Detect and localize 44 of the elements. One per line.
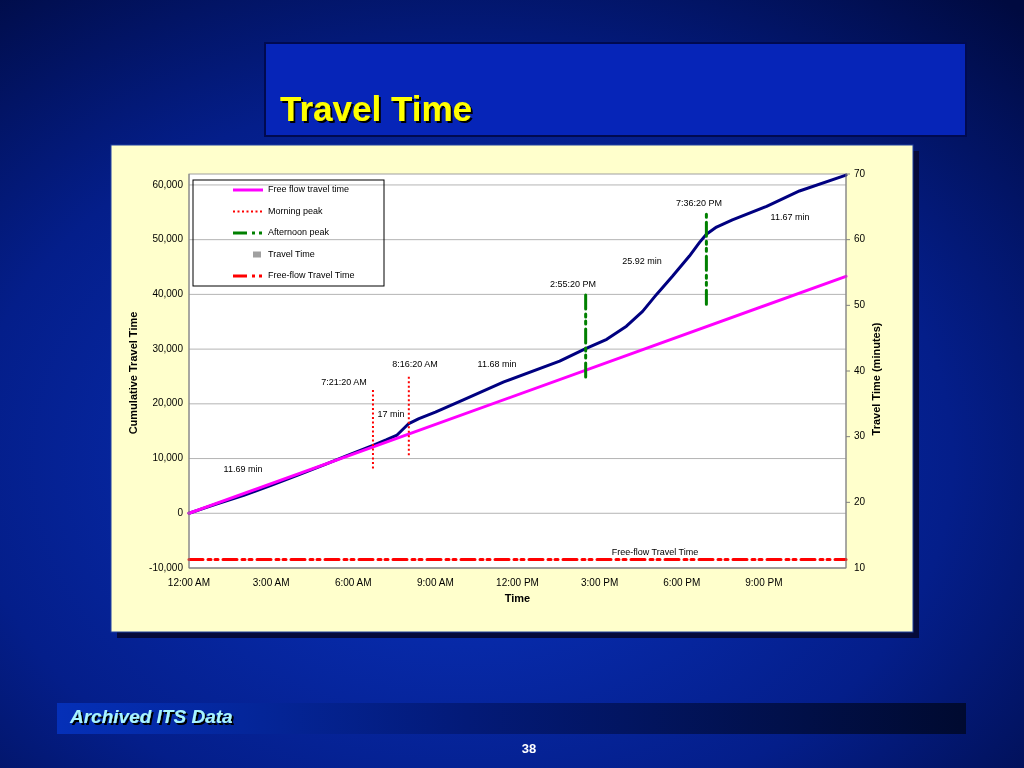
y2-tick-label: 70 <box>854 167 866 179</box>
annotation: 2:55:20 PM <box>549 279 597 290</box>
chart-title: Travel Time <box>280 89 472 128</box>
legend-label: Free flow travel time <box>268 184 350 195</box>
x-tick-label: 6:00 PM <box>663 576 701 588</box>
annotation: 11.68 min <box>477 359 517 370</box>
annotation: 8:16:20 AM <box>392 359 438 370</box>
y-tick-label: 50,000 <box>152 233 184 245</box>
text: 38 <box>521 741 537 756</box>
x-tick-label: 12:00 AM <box>167 576 211 588</box>
y2-tick-label: 50 <box>854 298 866 310</box>
x-tick-label: 12:00 PM <box>496 576 539 588</box>
annotation: 7:21:20 AM <box>321 377 367 388</box>
legend-label: Travel Time <box>268 248 315 259</box>
x-tick-label: 3:00 PM <box>581 576 619 588</box>
y-tick-label: 10,000 <box>152 452 184 464</box>
legend-label: Morning peak <box>268 205 324 216</box>
text: Archived ITS Data <box>69 706 234 727</box>
x-tick-label: 3:00 AM <box>252 576 290 588</box>
y-tick-label: 20,000 <box>152 397 184 409</box>
x-tick-label: 9:00 AM <box>417 576 454 588</box>
y2-tick-label: 30 <box>854 430 866 442</box>
annotation: 11.69 min <box>223 464 263 475</box>
annotation: 25.92 min <box>622 256 662 267</box>
annotation: 7:36:20 PM <box>675 198 723 209</box>
legend-label: Afternoon peak <box>268 227 330 238</box>
x-axis-title: Time <box>504 591 531 604</box>
y-tick-label: 0 <box>177 506 184 518</box>
y-tick-label: -10,000 <box>149 561 184 573</box>
x-tick-label: 9:00 PM <box>745 576 783 588</box>
y-axis-title: Cumulative Travel Time <box>126 311 139 435</box>
y2-tick-label: 40 <box>854 364 866 376</box>
legend-label: Free-flow Travel Time <box>268 270 355 281</box>
y2-tick-label: 10 <box>854 561 866 573</box>
y-tick-label: 60,000 <box>152 178 184 190</box>
y2-tick-label: 20 <box>854 495 866 507</box>
x-tick-label: 6:00 AM <box>334 576 372 588</box>
y2-tick-label: 60 <box>854 233 866 245</box>
annotation: 11.67 min <box>770 212 810 223</box>
y2-axis-title: Travel Time (minutes) <box>869 322 882 436</box>
annotation: 17 min <box>377 409 405 420</box>
annotation: Free-flow Travel Time <box>611 547 699 558</box>
y-tick-label: 40,000 <box>152 288 184 300</box>
y-tick-label: 30,000 <box>152 342 184 354</box>
